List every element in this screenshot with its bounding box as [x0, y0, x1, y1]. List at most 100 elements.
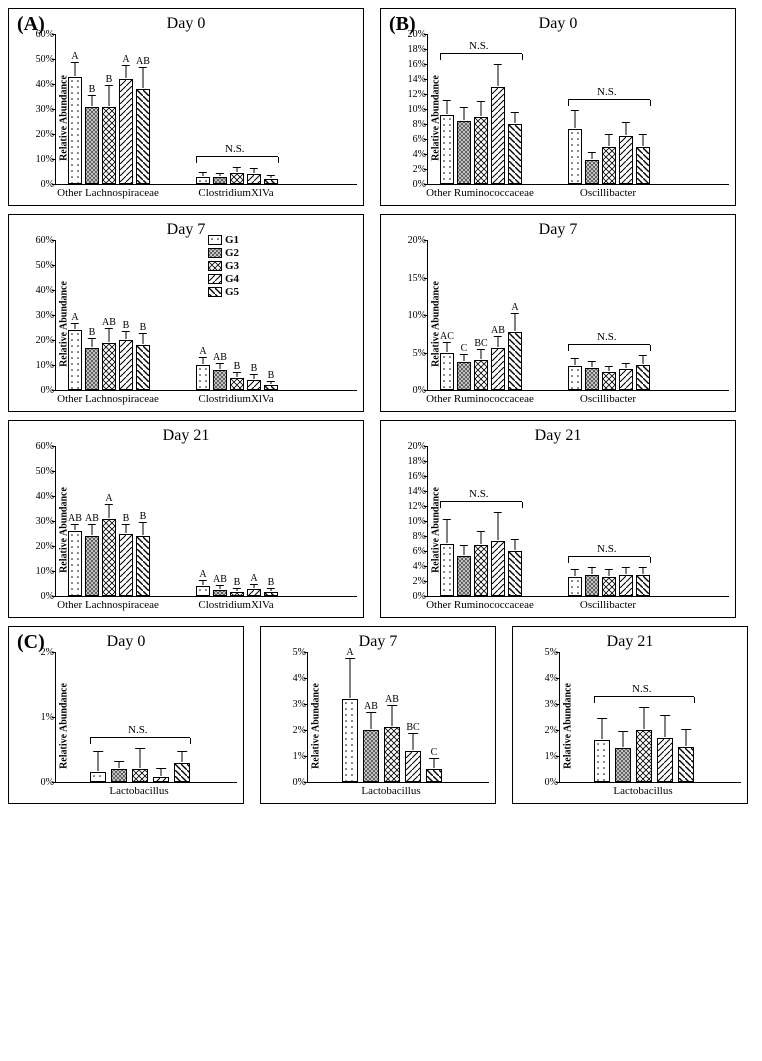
ns-label: N.S.	[597, 331, 617, 343]
sig-label: A	[199, 346, 206, 357]
ytick-label: 2%	[526, 725, 558, 736]
bar-G4	[491, 541, 505, 597]
ytick-label: 6%	[394, 134, 426, 145]
ns-label: N.S.	[128, 724, 148, 736]
bar-G4	[153, 777, 169, 782]
ytick-label: 18%	[394, 456, 426, 467]
bar-G2	[585, 160, 599, 184]
panel-title: Day 7	[389, 221, 727, 239]
ytick-label: 10%	[394, 516, 426, 527]
ytick-label: 50%	[22, 54, 54, 65]
ytick-label: 14%	[394, 486, 426, 497]
bar-G2	[363, 730, 379, 782]
ytick-label: 12%	[394, 501, 426, 512]
bar-G2	[457, 362, 471, 391]
ns-label: N.S.	[469, 488, 489, 500]
bar-G5	[508, 124, 522, 184]
sig-label: A	[71, 51, 78, 62]
xcat-label: Other Lachnospiraceae	[57, 599, 159, 611]
bar-G2	[85, 348, 99, 391]
bar-G2	[213, 590, 227, 596]
panel-B7: Day 7Relative Abundance0%5%10%15%20%ACCB…	[380, 214, 736, 412]
bar-G5	[678, 747, 694, 782]
ytick-label: 2%	[394, 576, 426, 587]
bar-G1	[594, 740, 610, 782]
legend-label: G2	[225, 247, 239, 259]
sig-label: AB	[491, 325, 505, 336]
plot: 0%10%20%30%40%50%60%ABABABBAABBAB	[55, 447, 357, 597]
bar-G4	[405, 751, 421, 782]
plot: 0%2%4%6%8%10%12%14%16%18%20%N.S.N.S.	[427, 447, 729, 597]
sig-label: BC	[406, 722, 419, 733]
bar-G2	[213, 370, 227, 390]
ns-label: N.S.	[632, 683, 652, 695]
ytick-label: 60%	[22, 29, 54, 40]
panel-A7: Day 7Relative Abundance0%10%20%30%40%50%…	[8, 214, 364, 412]
ytick-label: 0%	[394, 591, 426, 602]
bar-G1	[440, 115, 454, 184]
bar-G5	[136, 536, 150, 596]
ytick-label: 4%	[274, 673, 306, 684]
bar-G3	[474, 117, 488, 185]
bar-G5	[136, 345, 150, 390]
bar-G3	[602, 147, 616, 185]
panel-title: Day 21	[17, 427, 355, 445]
ytick-label: 50%	[22, 260, 54, 271]
bar-G3	[230, 173, 244, 184]
panel-title: Day 21	[389, 427, 727, 445]
panel-C7: Day 7Relative Abundance0%1%2%3%4%5%AABAB…	[260, 626, 496, 804]
bar-G1	[68, 531, 82, 596]
bar-G1	[196, 365, 210, 390]
chart-area: Relative Abundance0%10%20%30%40%50%60%AB…	[55, 447, 355, 613]
ytick-label: 0%	[526, 777, 558, 788]
panel-row: Day 21 Relative Abundance0%10%20%30%40%50…	[8, 420, 754, 618]
panel-B0: (B)Day 0Relative Abundance0%2%4%6%8%10%1…	[380, 8, 736, 206]
ytick-label: 40%	[22, 79, 54, 90]
bar-G4	[619, 136, 633, 184]
legend-label: G4	[225, 273, 239, 285]
sig-label: B	[234, 577, 241, 588]
xcat-label: Lactobacillus	[361, 785, 420, 797]
ytick-label: 2%	[394, 164, 426, 175]
bar-G1	[68, 77, 82, 185]
sig-label: B	[251, 363, 258, 374]
sig-label: B	[140, 511, 147, 522]
sig-label: C	[461, 343, 468, 354]
ytick-label: 10%	[394, 104, 426, 115]
panel-title: Day 7	[17, 221, 355, 239]
ytick-label: 3%	[274, 699, 306, 710]
bar-G1	[342, 699, 358, 782]
bar-G1	[68, 330, 82, 390]
legend-swatch	[208, 235, 222, 245]
bar-G2	[585, 575, 599, 596]
ytick-label: 40%	[22, 491, 54, 502]
ytick-label: 14%	[394, 74, 426, 85]
panel-C21: Day 21Relative Abundance0%1%2%3%4%5%N.S.…	[512, 626, 748, 804]
chart-area: Relative Abundance0%1%2%3%4%5%AABABBCCLa…	[307, 653, 487, 799]
ytick-label: 1%	[526, 751, 558, 762]
sig-label: B	[140, 322, 147, 333]
ytick-label: 2%	[22, 647, 54, 658]
plot: 0%10%20%30%40%50%60%ABBAABN.S.	[55, 35, 357, 185]
ytick-label: 20%	[394, 235, 426, 246]
panel-title: Day 0	[17, 15, 355, 33]
xcat-label: Other Lachnospiraceae	[57, 187, 159, 199]
sig-label: B	[123, 320, 130, 331]
ytick-label: 60%	[22, 235, 54, 246]
bar-G3	[132, 769, 148, 782]
ytick-label: 10%	[394, 310, 426, 321]
bar-G4	[657, 738, 673, 782]
bar-G4	[619, 575, 633, 596]
chart-area: Relative Abundance0%2%4%6%8%10%12%14%16%…	[427, 35, 727, 201]
chart-area: Relative Abundance0%10%20%30%40%50%60%AB…	[55, 35, 355, 201]
sig-label: AB	[213, 574, 227, 585]
ytick-label: 5%	[526, 647, 558, 658]
xcat-label: Other Ruminococcaceae	[426, 187, 534, 199]
xcat-label: Lactobacillus	[109, 785, 168, 797]
bar-G1	[568, 129, 582, 185]
bar-G3	[384, 727, 400, 782]
chart-area: Relative Abundance0%1%2%N.S.Lactobacillu…	[55, 653, 235, 799]
ytick-label: 0%	[22, 385, 54, 396]
legend-label: G3	[225, 260, 239, 272]
bar-G4	[619, 369, 633, 390]
